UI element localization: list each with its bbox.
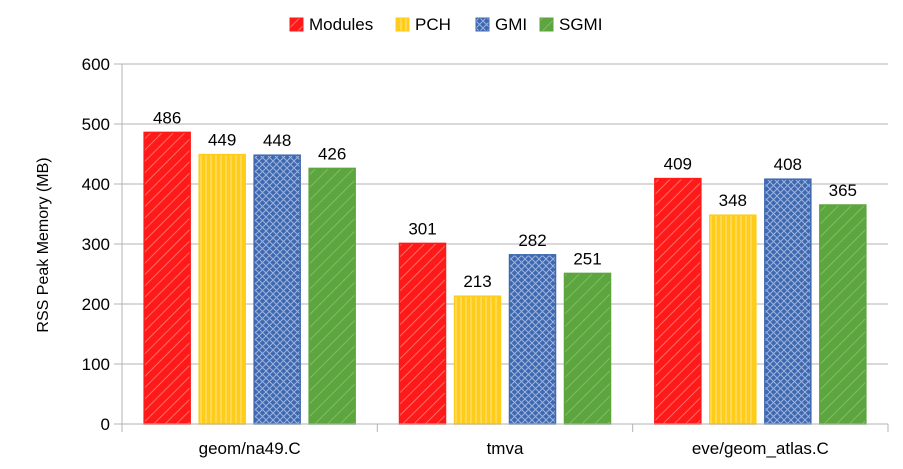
x-tick-label: tmva (487, 439, 524, 458)
data-label: 213 (463, 272, 491, 291)
x-tick-label: geom/na49.C (199, 439, 301, 458)
data-labels: 486 449 448 426 301 213 282 251 409 348 408 365 (153, 108, 857, 291)
data-label: 365 (829, 181, 857, 200)
legend-swatch (395, 17, 410, 32)
legend-label: SGMI (559, 15, 602, 34)
y-axis: 0 100 200 300 400 500 600 (82, 55, 123, 434)
legend-label: GMI (495, 15, 527, 34)
bar-gmi-3 (764, 178, 812, 425)
data-label: 408 (774, 155, 802, 174)
legend-label: Modules (309, 15, 373, 34)
y-tick-label: 0 (101, 415, 110, 434)
data-label: 348 (719, 191, 747, 210)
data-label: 449 (208, 131, 236, 150)
data-label: 448 (263, 131, 291, 150)
legend-item-sgmi: SGMI (539, 15, 602, 34)
bar-pch-3 (709, 214, 757, 425)
legend: Modules PCH GMI SGMI (289, 15, 602, 34)
bar-sgmi-1 (308, 167, 356, 425)
data-label: 486 (153, 108, 181, 127)
bar-pch-1 (198, 153, 246, 425)
data-label: 301 (408, 219, 436, 238)
y-tick-label: 400 (82, 175, 110, 194)
bar-gmi-2 (508, 254, 557, 425)
data-label: 409 (664, 155, 692, 174)
bar-modules-3 (654, 177, 702, 425)
bar-sgmi-2 (563, 272, 612, 425)
legend-label: PCH (415, 15, 451, 34)
bar-sgmi-3 (819, 204, 867, 425)
x-axis: geom/na49.C tmva eve/geom_atlas.C (121, 423, 889, 458)
y-tick-label: 100 (82, 355, 110, 374)
x-tick-label: eve/geom_atlas.C (692, 439, 829, 458)
y-tick-label: 300 (82, 235, 110, 254)
legend-swatch (289, 17, 304, 32)
data-label: 282 (518, 231, 546, 250)
bar-modules-2 (398, 242, 447, 425)
y-tick-label: 500 (82, 115, 110, 134)
data-label: 251 (573, 249, 601, 268)
y-axis-title: RSS Peak Memory (MB) (35, 157, 52, 332)
legend-swatch (475, 17, 490, 32)
gridlines (122, 63, 888, 425)
bar-gmi-1 (253, 154, 301, 425)
legend-item-gmi: GMI (475, 15, 527, 34)
bar-modules-1 (143, 131, 191, 425)
bars (143, 131, 867, 425)
y-tick-label: 200 (82, 295, 110, 314)
legend-item-modules: Modules (289, 15, 373, 34)
bar-pch-2 (453, 295, 502, 425)
legend-item-pch: PCH (395, 15, 451, 34)
legend-swatch (539, 17, 554, 32)
y-tick-label: 600 (82, 55, 110, 74)
data-label: 426 (318, 144, 346, 163)
